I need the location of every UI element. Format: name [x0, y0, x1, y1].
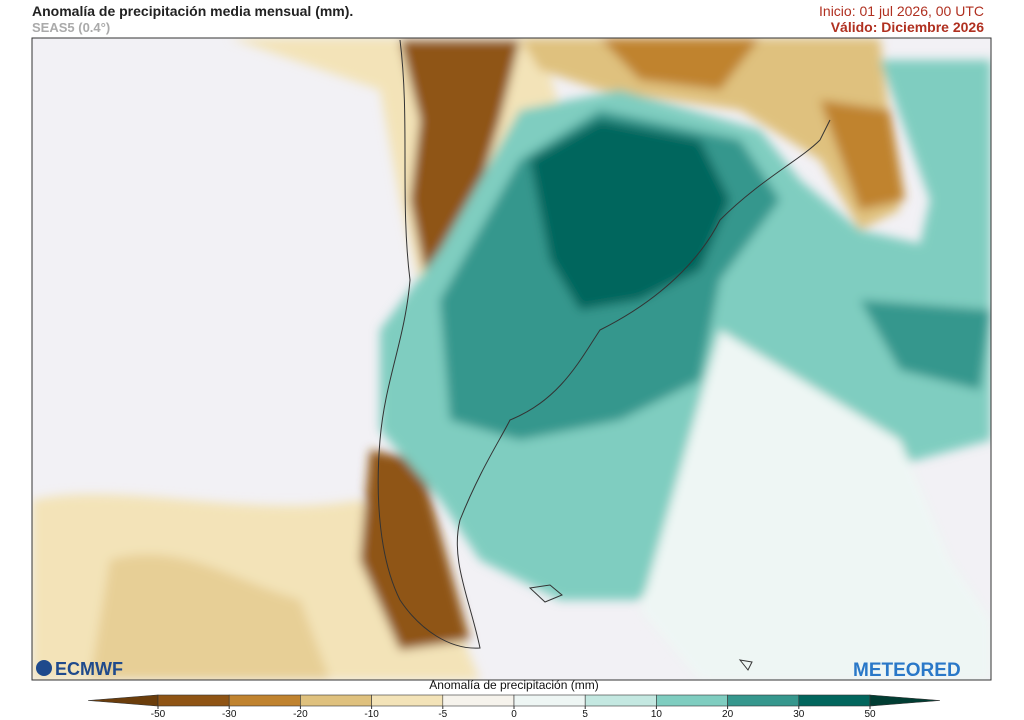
colorbar-segment	[300, 694, 372, 707]
valid-date: Válido: Diciembre 2026	[830, 19, 984, 35]
colorbar-segment	[228, 694, 301, 707]
map-field	[32, 38, 991, 680]
colorbar-tick-label: 0	[511, 709, 517, 720]
colorbar-label: Anomalía de precipitación (mm)	[429, 678, 598, 692]
colorbar-tick-label: 20	[722, 709, 734, 720]
colorbar-tick-label: -30	[222, 709, 237, 720]
logo-right: METEORED	[853, 660, 961, 681]
logo-icon	[36, 660, 52, 676]
colorbar-segment	[157, 694, 230, 707]
subtitle: SEAS5 (0.4°)	[32, 20, 111, 35]
colorbar: -50 -30 -20 -10 -5 0 5 10 20 30 50	[87, 694, 941, 720]
colorbar-segment	[798, 694, 871, 707]
colorbar-segment	[513, 694, 586, 707]
colorbar-tick-label: -20	[293, 709, 308, 720]
colorbar-tick-label: 10	[651, 709, 663, 720]
title: Anomalía de precipitación media mensual …	[32, 3, 354, 19]
colorbar-tick-label: -50	[151, 709, 166, 720]
colorbar-tick-label: -10	[364, 709, 379, 720]
colorbar-tick-label: -5	[438, 709, 447, 720]
init-date: Inicio: 01 jul 2026, 00 UTC	[819, 3, 984, 19]
logo-left: ECMWF	[55, 659, 123, 679]
colorbar-tick-label: 30	[793, 709, 805, 720]
colorbar-extension	[869, 694, 941, 707]
colorbar-tick-label: 50	[864, 709, 876, 720]
colorbar-tick-label: 5	[582, 709, 588, 720]
colorbar-segment	[584, 694, 657, 707]
colorbar-extension	[87, 694, 159, 707]
colorbar-segment	[442, 694, 515, 707]
colorbar-segment	[371, 694, 444, 707]
colorbar-segment	[727, 694, 800, 707]
colorbar-segment	[656, 694, 728, 707]
